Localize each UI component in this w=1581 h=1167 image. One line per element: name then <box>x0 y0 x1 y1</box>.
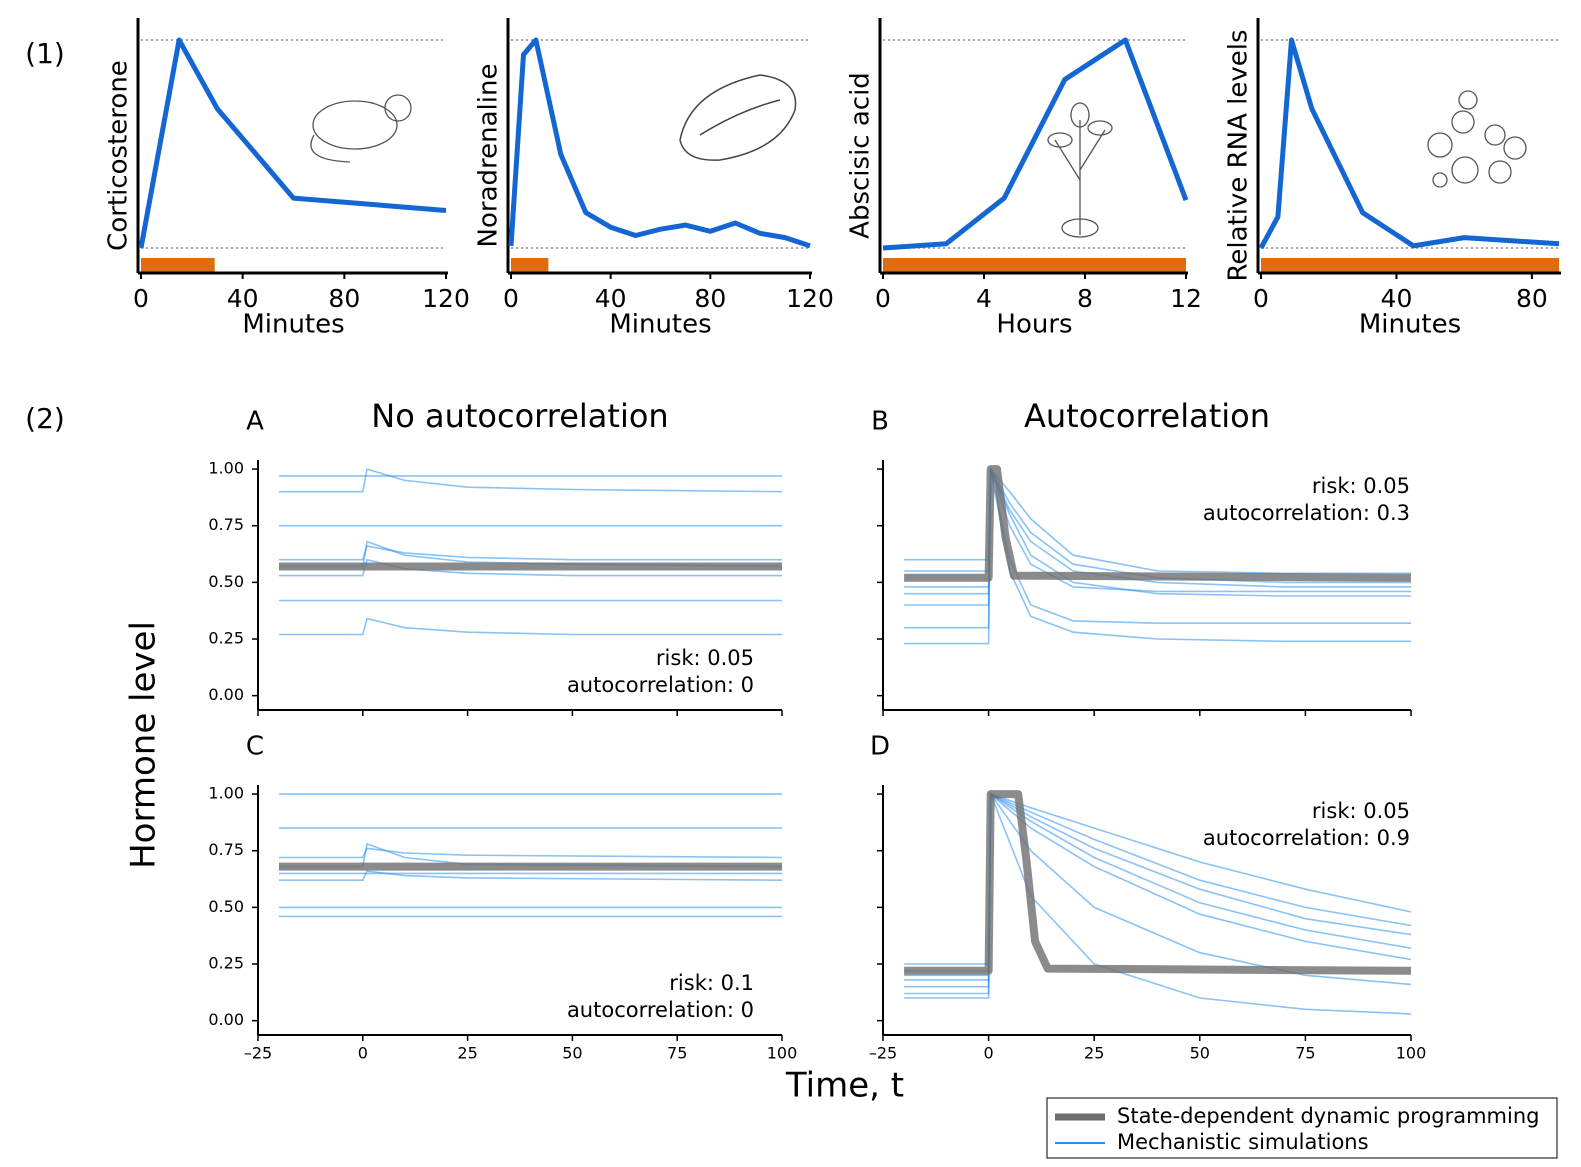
x-tick-label: 4 <box>976 284 992 313</box>
stressor-bar <box>1261 258 1559 273</box>
x-tick-label: 80 <box>328 284 360 313</box>
legend-label: State-dependent dynamic programming <box>1117 1104 1539 1128</box>
panel-title: No autocorrelation <box>371 397 668 435</box>
dp-line <box>904 465 1412 582</box>
x-axis-label: Time, t <box>785 1066 904 1106</box>
x-tick-label: 40 <box>595 284 627 313</box>
y-axis-label: Abscisic acid <box>846 72 876 239</box>
annotation: autocorrelation: 0 <box>567 673 754 697</box>
x-axis-label: Hours <box>996 310 1072 340</box>
y-axis-label: Relative RNA levels <box>1224 29 1254 281</box>
y-axis-label: Hormone level <box>124 621 164 869</box>
annotation: risk: 0.05 <box>656 646 754 670</box>
y-tick-label: 1.00 <box>208 784 244 803</box>
panel-letter: A <box>246 407 264 437</box>
x-tick-label: 0 <box>984 1044 994 1063</box>
yeast-icon <box>1427 90 1527 188</box>
panel-letter: C <box>246 732 264 762</box>
data-line <box>138 37 447 249</box>
x-tick-label: 75 <box>1295 1044 1315 1063</box>
x-tick-label: 50 <box>562 1044 582 1063</box>
data-line <box>1258 37 1560 250</box>
x-tick-label: –25 <box>869 1044 897 1063</box>
rat-icon <box>310 94 412 163</box>
x-tick-label: 100 <box>767 1044 798 1063</box>
y-axis-label: Corticosterone <box>104 60 134 251</box>
simulation-line <box>279 468 783 493</box>
x-tick-label: 12 <box>1170 284 1202 313</box>
y-axis-label: Noradrenaline <box>474 64 504 248</box>
y-tick-label: 0.75 <box>208 840 244 859</box>
x-tick-label: 80 <box>694 284 726 313</box>
x-tick-label: 100 <box>1396 1044 1427 1063</box>
x-tick-label: 8 <box>1077 284 1093 313</box>
x-axis-label: Minutes <box>609 310 711 340</box>
x-tick-label: 40 <box>1381 284 1413 313</box>
y-tick-label: 1.00 <box>208 459 244 478</box>
simulation-line <box>279 847 783 859</box>
legend-label: Mechanistic simulations <box>1117 1130 1369 1154</box>
x-tick-label: 0 <box>1253 284 1269 313</box>
x-tick-label: 80 <box>1516 284 1548 313</box>
x-tick-label: 0 <box>503 284 519 313</box>
data-line <box>882 37 1189 251</box>
x-axis-label: Minutes <box>1359 310 1461 340</box>
x-tick-label: –25 <box>244 1044 272 1063</box>
section-label: (2) <box>25 402 65 435</box>
panel-letter: B <box>871 407 889 437</box>
annotation: risk: 0.05 <box>1312 799 1410 823</box>
simulation-line <box>279 617 782 636</box>
stressor-bar <box>141 258 215 273</box>
simulation-line <box>904 468 1411 645</box>
x-tick-label: 0 <box>875 284 891 313</box>
panel-letter: D <box>870 732 890 762</box>
x-tick-label: 50 <box>1190 1044 1210 1063</box>
y-tick-label: 0.00 <box>208 685 244 704</box>
x-tick-label: 120 <box>786 284 834 313</box>
y-tick-label: 0.50 <box>208 897 244 916</box>
annotation: risk: 0.05 <box>1312 474 1410 498</box>
legend-box <box>1046 1097 1558 1159</box>
annotation: autocorrelation: 0.9 <box>1203 826 1410 850</box>
stressor-bar <box>883 258 1186 273</box>
simulation-line <box>279 870 783 881</box>
x-tick-label: 0 <box>358 1044 368 1063</box>
oyster-icon <box>679 74 797 161</box>
x-axis-label: Minutes <box>242 310 344 340</box>
x-tick-label: 0 <box>133 284 149 313</box>
y-tick-label: 0.00 <box>208 1010 244 1029</box>
x-tick-label: 25 <box>457 1044 477 1063</box>
y-tick-label: 0.50 <box>208 572 244 591</box>
simulation-line <box>279 545 782 561</box>
x-tick-label: 40 <box>227 284 259 313</box>
section-label: (1) <box>25 37 65 70</box>
x-tick-label: 120 <box>422 284 470 313</box>
x-tick-label: 25 <box>1084 1044 1104 1063</box>
annotation: risk: 0.1 <box>669 971 754 995</box>
y-tick-label: 0.75 <box>208 515 244 534</box>
annotation: autocorrelation: 0 <box>567 998 754 1022</box>
data-line <box>508 37 811 249</box>
y-tick-label: 0.25 <box>208 954 244 973</box>
plant-icon <box>1047 102 1113 238</box>
x-tick-label: 75 <box>667 1044 687 1063</box>
y-tick-label: 0.25 <box>208 629 244 648</box>
stressor-bar <box>511 258 549 273</box>
dp-line <box>904 790 1412 975</box>
annotation: autocorrelation: 0.3 <box>1203 501 1410 525</box>
panel-title: Autocorrelation <box>1024 397 1270 435</box>
